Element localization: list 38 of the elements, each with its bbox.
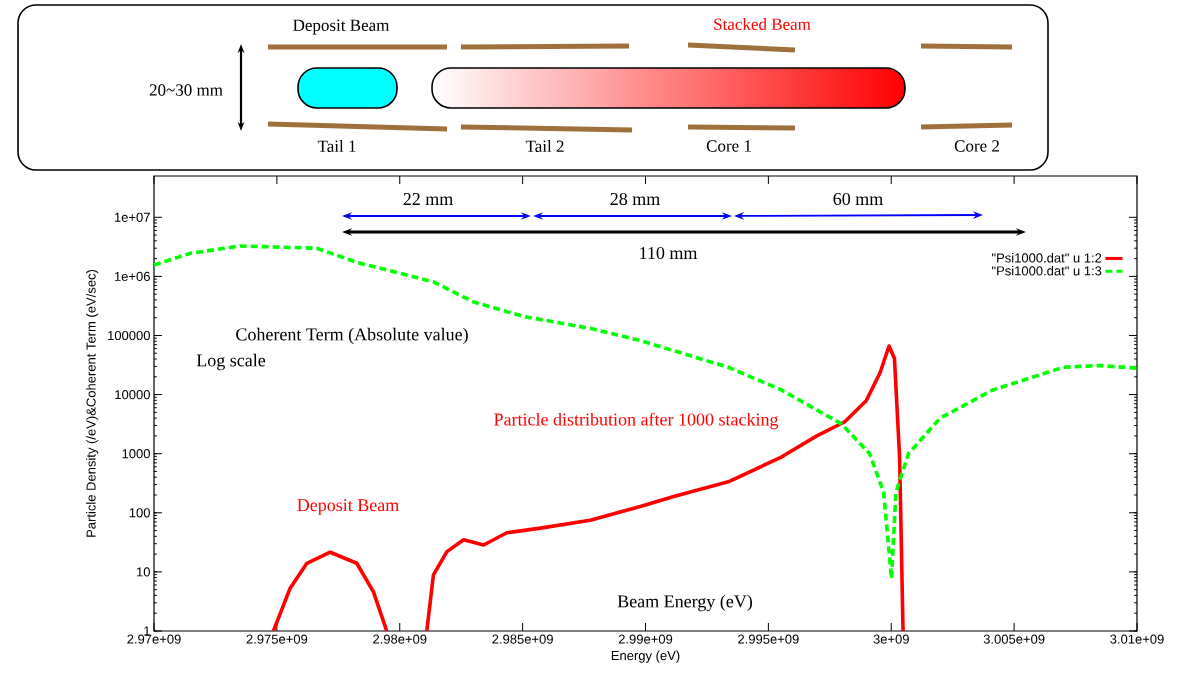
x-tick-label: 3e+09 (873, 634, 909, 644)
x-axis-title: Energy (eV) (611, 650, 680, 663)
annotation: Particle distribution after 1000 stacking (494, 412, 779, 430)
x-tick-label: 2.975e+09 (246, 634, 308, 644)
annotation: 60 mm (833, 192, 883, 206)
x-tick-label: 2.97e+09 (127, 634, 181, 644)
text: Core 1 (706, 140, 751, 152)
legend-label: "Psi1000.dat" u 1:2 (992, 252, 1102, 263)
text: Deposit Beam (293, 19, 390, 35)
y-axis-title: Particle Density (/eV)&Coherent Term (eV/sec) (86, 269, 99, 537)
line-series (154, 244, 1137, 581)
text: 20~30 mm (149, 84, 223, 96)
y-tick-label: 1000 (122, 449, 150, 459)
y-tick-label: 1e+07 (114, 212, 150, 222)
x-tick-label: 3.01e+09 (1110, 634, 1164, 644)
y-tick-label: 10 (137, 567, 150, 577)
annotation: Coherent Term (Absolute value) (236, 327, 468, 345)
text: Stacked Beam (714, 18, 811, 30)
y-tick-label: 100000 (108, 330, 150, 341)
annotation: Log scale (196, 353, 266, 371)
text: Core 2 (954, 140, 999, 152)
x-tick-label: 2.99e+09 (618, 634, 673, 644)
annotation: Beam Energy (eV) (617, 594, 753, 612)
annotation: 28 mm (610, 192, 660, 206)
y-tick-label: 10000 (115, 389, 150, 400)
text: Tail 2 (525, 140, 564, 152)
y-tick-label: 1 (144, 626, 150, 636)
x-tick-label: 2.995e+09 (738, 634, 799, 644)
y-tick-label: 1e+06 (114, 271, 150, 281)
x-tick-label: 2.985e+09 (492, 634, 553, 644)
text: Tail 1 (317, 140, 356, 152)
legend-label: "Psi1000.dat" u 1:3 (992, 265, 1102, 276)
y-tick-label: 100 (129, 508, 150, 518)
annotation: Deposit Beam (297, 499, 399, 515)
annotation: 22 mm (403, 193, 453, 205)
annotation: 110 mm (640, 246, 698, 260)
x-tick-label: 2.98e+09 (373, 634, 427, 644)
x-tick-label: 3.005e+09 (983, 634, 1045, 644)
